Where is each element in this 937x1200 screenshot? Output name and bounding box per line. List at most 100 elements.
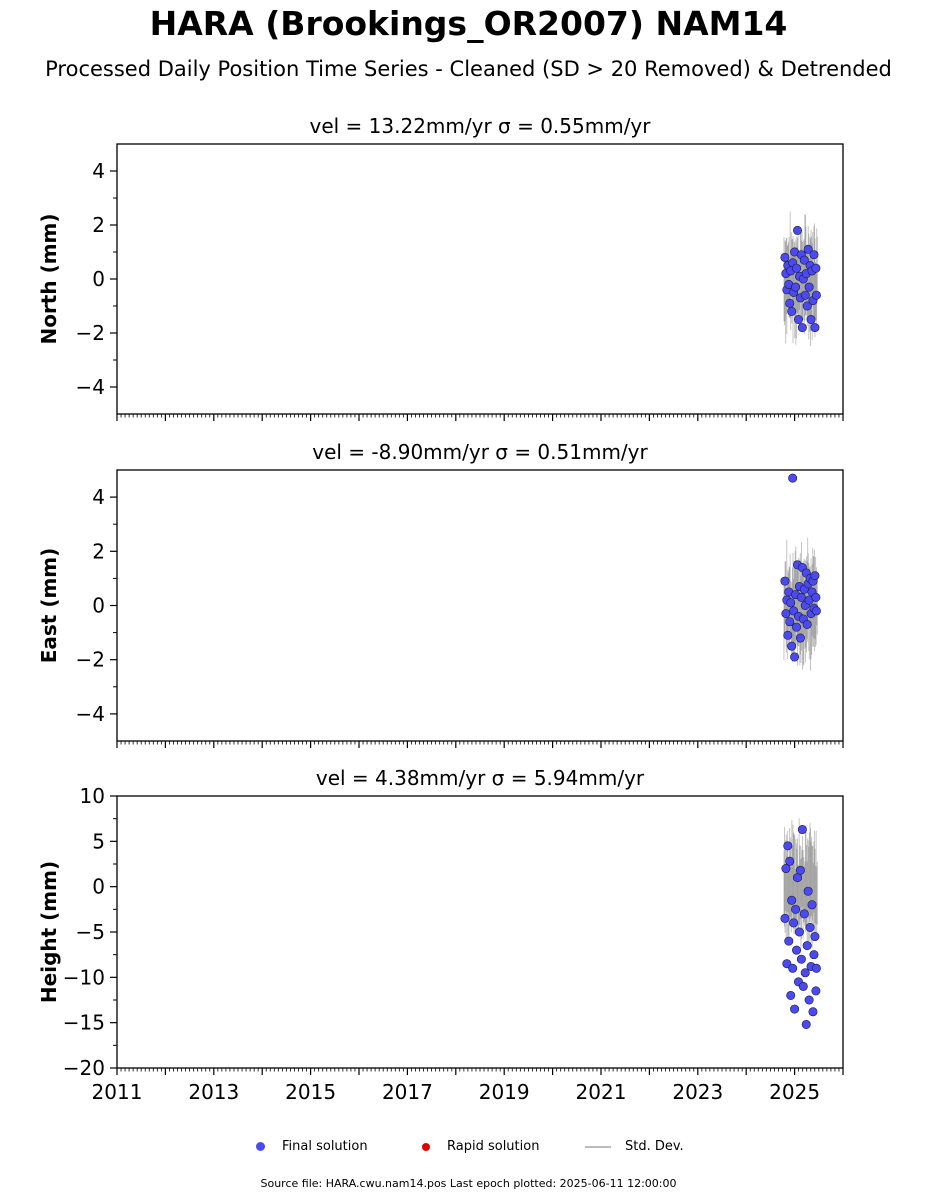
y-tick-label: 2	[92, 539, 105, 563]
data-point	[796, 592, 806, 602]
data-point	[811, 592, 821, 602]
data-point	[799, 255, 809, 265]
data-point	[809, 950, 819, 960]
time-series-chart: vel = 13.22mm/yr σ = 0.55mm/yr North (mm)…	[37, 114, 844, 1104]
y-tick-label: 0	[92, 594, 105, 618]
data-point	[807, 900, 817, 910]
panel-title: vel = -8.90mm/yr σ = 0.51mm/yr	[312, 440, 648, 464]
legend-label-rapid: Rapid solution	[447, 1139, 540, 1154]
y-tick-label: −15	[63, 1011, 105, 1035]
legend-label-stddev: Std. Dev.	[625, 1139, 684, 1154]
data-point	[786, 990, 796, 1000]
data-point	[786, 598, 796, 608]
data-point	[800, 968, 810, 978]
data-point	[780, 576, 790, 586]
y-tick-label: 10	[80, 784, 105, 808]
data-point	[783, 841, 793, 851]
y-tick-label: −20	[63, 1056, 105, 1080]
data-point	[783, 630, 793, 640]
y-tick-label: 0	[92, 875, 105, 899]
data-point	[788, 473, 798, 483]
panel-1: vel = 13.22mm/yr σ = 0.55mm/yr North (mm)…	[37, 114, 844, 421]
data-point	[795, 633, 805, 643]
legend-item-stddev: Std. Dev.	[585, 1137, 684, 1157]
data-point	[793, 225, 803, 235]
data-point	[810, 932, 820, 942]
data-point	[791, 282, 801, 292]
data-point	[803, 886, 813, 896]
legend-marker-rapid	[422, 1142, 430, 1151]
data-point	[795, 865, 805, 875]
data-point	[802, 301, 812, 311]
data-point	[792, 263, 802, 273]
x-tick-label: 2017	[382, 1080, 433, 1104]
data-point	[805, 922, 815, 932]
y-tick-label: 2	[92, 213, 105, 237]
data-point	[811, 290, 821, 300]
data-point	[781, 609, 791, 619]
data-point	[800, 290, 810, 300]
x-tick-label: 2025	[769, 1080, 820, 1104]
axes-frame	[116, 469, 844, 742]
data-point	[793, 314, 803, 324]
data-point	[804, 995, 814, 1005]
x-tick-label: 2021	[576, 1080, 627, 1104]
y-axis-label: North (mm)	[37, 213, 61, 344]
y-tick-label: −2	[76, 321, 105, 345]
data-point	[811, 263, 821, 273]
data-point	[780, 252, 790, 262]
legend-label-final: Final solution	[282, 1139, 368, 1154]
data-point	[810, 323, 820, 333]
data-point	[788, 963, 798, 973]
data-point	[811, 986, 821, 996]
data-point	[785, 617, 795, 627]
y-tick-label: −10	[63, 965, 105, 989]
data-point	[792, 622, 802, 632]
axes-frame	[116, 795, 844, 1069]
data-point	[780, 913, 790, 923]
data-layer	[780, 818, 821, 1029]
source-footer: Source file: HARA.cwu.nam14.pos Last epo…	[260, 1177, 677, 1190]
data-point	[785, 298, 795, 308]
y-tick-label: 4	[92, 485, 105, 509]
data-point	[784, 936, 794, 946]
data-point	[808, 1007, 818, 1017]
data-point	[809, 250, 819, 260]
data-point	[794, 927, 804, 937]
data-point	[810, 571, 820, 581]
axes-frame	[116, 143, 844, 415]
y-tick-label: −4	[76, 375, 105, 399]
data-point	[785, 856, 795, 866]
data-point	[790, 1004, 800, 1014]
data-point	[804, 282, 814, 292]
data-point	[799, 909, 809, 919]
legend-marker-final	[256, 1142, 265, 1151]
data-point	[797, 825, 807, 835]
x-tick-label: 2011	[92, 1080, 143, 1104]
data-point	[798, 981, 808, 991]
legend-marker-stddev	[585, 1145, 611, 1148]
data-point	[787, 641, 797, 651]
x-tick-label: 2019	[479, 1080, 530, 1104]
y-tick-label: 4	[92, 159, 105, 183]
y-tick-label: −5	[76, 920, 105, 944]
y-axis-label: East (mm)	[37, 548, 61, 664]
data-point	[802, 619, 812, 629]
data-point	[811, 606, 821, 616]
chart-subtitle: Processed Daily Position Time Series - C…	[45, 57, 892, 81]
panel-3: vel = 4.38mm/yr σ = 5.94mm/yr Height (mm)…	[37, 766, 844, 1104]
data-point	[781, 864, 791, 874]
data-point	[790, 652, 800, 662]
data-point	[787, 306, 797, 316]
x-tick-label: 2015	[285, 1080, 336, 1104]
data-point	[803, 244, 813, 254]
y-tick-label: 5	[92, 829, 105, 853]
y-axis-label: Height (mm)	[37, 861, 61, 1003]
data-point	[787, 895, 797, 905]
data-point	[789, 918, 799, 928]
legend: Final solution Rapid solution Std. Dev.	[250, 1137, 710, 1157]
data-layer	[780, 473, 821, 671]
data-layer	[780, 211, 821, 347]
panel-title: vel = 13.22mm/yr σ = 0.55mm/yr	[310, 114, 652, 138]
